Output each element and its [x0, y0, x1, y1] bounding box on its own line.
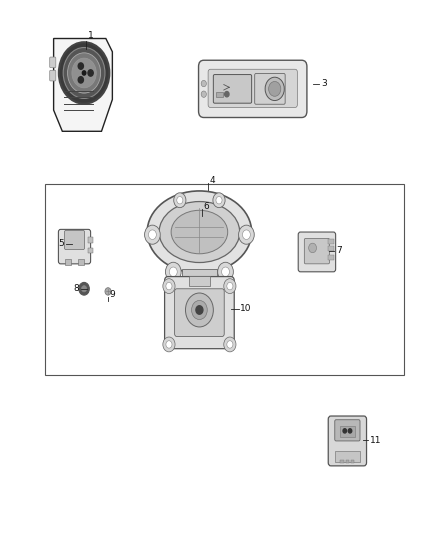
Circle shape: [196, 306, 203, 314]
Bar: [328, 239, 334, 244]
Circle shape: [204, 280, 208, 285]
Text: 3: 3: [321, 79, 327, 88]
Circle shape: [197, 280, 201, 285]
Circle shape: [191, 301, 207, 319]
Bar: [339, 426, 355, 437]
Circle shape: [82, 71, 86, 75]
Ellipse shape: [159, 201, 240, 263]
Text: 6: 6: [203, 202, 208, 211]
Bar: [45, 184, 404, 375]
Bar: [340, 459, 344, 463]
Bar: [78, 259, 84, 265]
Circle shape: [227, 282, 233, 290]
Circle shape: [72, 58, 96, 88]
FancyBboxPatch shape: [64, 230, 85, 249]
Circle shape: [185, 293, 213, 327]
Bar: [335, 451, 360, 462]
Circle shape: [222, 267, 230, 277]
Circle shape: [145, 225, 160, 244]
Circle shape: [78, 77, 83, 83]
Circle shape: [166, 282, 172, 290]
Text: 11: 11: [370, 436, 381, 445]
Bar: [88, 237, 93, 243]
Circle shape: [88, 70, 93, 76]
Polygon shape: [53, 38, 113, 131]
Circle shape: [177, 197, 183, 204]
Bar: [182, 269, 217, 290]
Ellipse shape: [147, 191, 252, 273]
FancyBboxPatch shape: [254, 74, 285, 104]
Circle shape: [67, 53, 101, 93]
FancyBboxPatch shape: [175, 289, 224, 336]
Circle shape: [191, 280, 195, 285]
Circle shape: [201, 91, 206, 98]
Circle shape: [224, 337, 236, 352]
Circle shape: [348, 429, 352, 433]
FancyBboxPatch shape: [165, 277, 234, 349]
FancyBboxPatch shape: [58, 229, 91, 264]
Circle shape: [227, 341, 233, 348]
Text: 7: 7: [336, 246, 342, 255]
Circle shape: [343, 429, 346, 433]
Text: 9: 9: [110, 290, 115, 299]
FancyBboxPatch shape: [335, 419, 360, 441]
Circle shape: [225, 92, 229, 97]
Text: 10: 10: [240, 304, 251, 313]
Bar: [65, 259, 71, 265]
FancyBboxPatch shape: [304, 238, 329, 264]
FancyBboxPatch shape: [298, 232, 336, 272]
Circle shape: [218, 262, 233, 281]
FancyBboxPatch shape: [328, 416, 367, 466]
Circle shape: [216, 197, 222, 204]
Circle shape: [81, 286, 87, 292]
Circle shape: [59, 42, 110, 104]
Circle shape: [163, 337, 175, 352]
FancyBboxPatch shape: [49, 57, 56, 68]
Circle shape: [166, 341, 172, 348]
Bar: [346, 459, 349, 463]
Bar: [216, 92, 223, 97]
Circle shape: [243, 230, 251, 239]
Text: 4: 4: [209, 175, 215, 184]
Circle shape: [170, 267, 177, 277]
Circle shape: [79, 282, 89, 295]
Circle shape: [213, 193, 225, 208]
FancyBboxPatch shape: [49, 70, 56, 81]
Circle shape: [224, 279, 236, 294]
Circle shape: [166, 262, 181, 281]
FancyBboxPatch shape: [208, 69, 297, 108]
Circle shape: [63, 47, 105, 99]
Bar: [188, 276, 210, 286]
Bar: [328, 246, 334, 251]
Circle shape: [78, 63, 83, 69]
FancyBboxPatch shape: [213, 75, 252, 103]
Bar: [328, 255, 334, 260]
Text: 5: 5: [58, 239, 64, 248]
Bar: [351, 459, 354, 463]
Text: 1: 1: [88, 31, 93, 41]
Circle shape: [163, 279, 175, 294]
Circle shape: [239, 225, 254, 244]
Circle shape: [105, 288, 111, 295]
FancyBboxPatch shape: [198, 60, 307, 117]
Circle shape: [201, 80, 206, 87]
Circle shape: [309, 243, 317, 253]
Circle shape: [148, 230, 156, 239]
Circle shape: [174, 193, 186, 208]
Text: 8: 8: [73, 284, 79, 293]
Circle shape: [268, 82, 281, 96]
Circle shape: [265, 77, 284, 101]
Bar: [88, 248, 93, 253]
Ellipse shape: [171, 211, 228, 254]
